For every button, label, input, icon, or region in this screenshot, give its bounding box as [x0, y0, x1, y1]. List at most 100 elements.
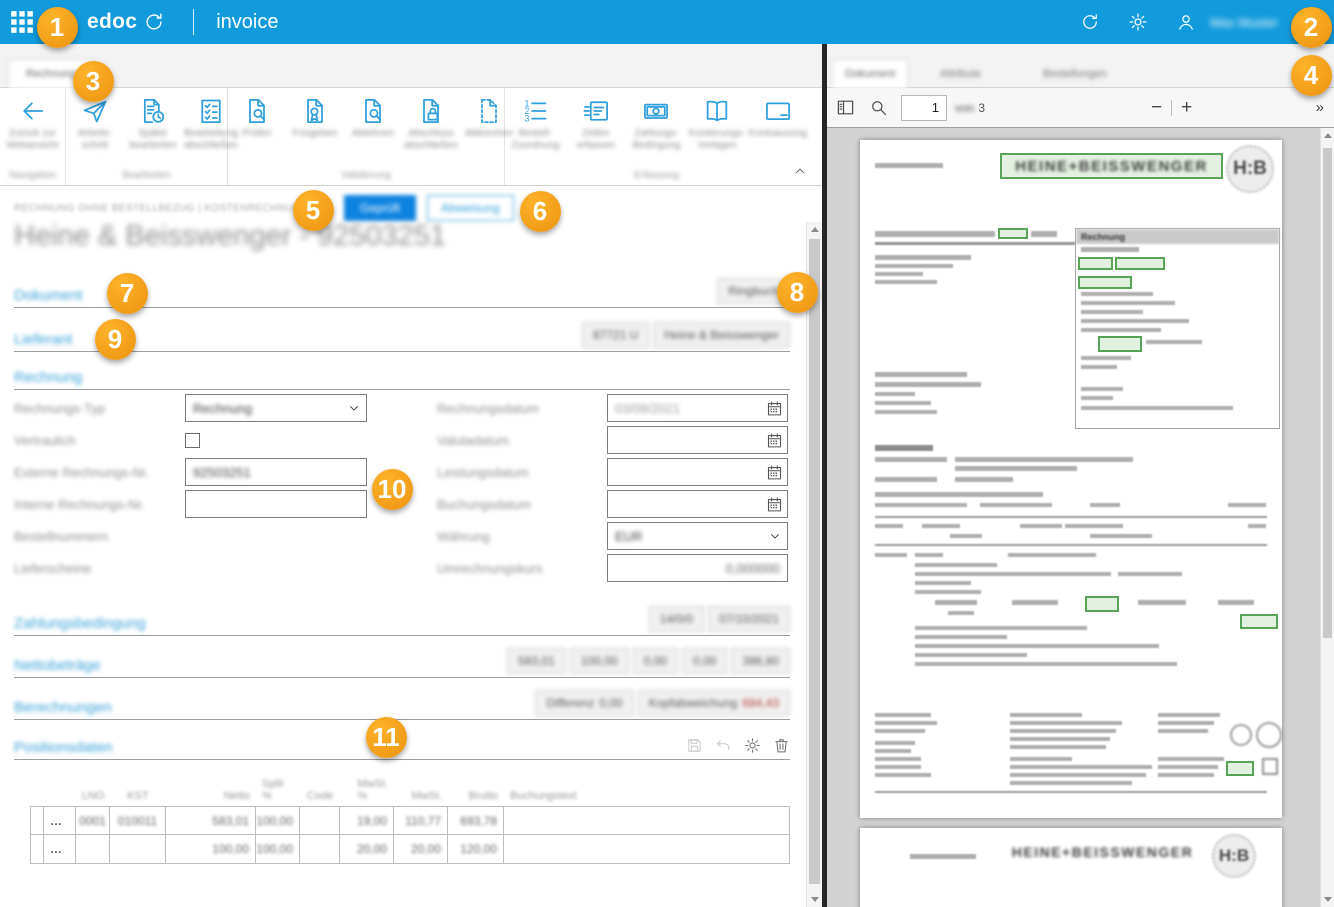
ribbon-button-num-list[interactable]: 1 2 3 Bestell- Zuordnung	[505, 97, 566, 170]
page-number-input[interactable]: 1	[901, 94, 947, 121]
viewer-tab-attribute[interactable]: Attribute	[940, 67, 981, 80]
section-positionsdaten-label[interactable]: Positionsdaten	[14, 739, 113, 756]
viewer-scrollbar[interactable]	[1320, 128, 1334, 907]
calendar-icon[interactable]	[766, 464, 783, 481]
table-cell[interactable]	[504, 806, 790, 835]
table-cell[interactable]: 20,00	[394, 835, 448, 864]
chip[interactable]: 100,00	[569, 648, 629, 674]
calendar-icon[interactable]	[766, 496, 783, 513]
ribbon-button-doc-ribbon[interactable]: Freigeben	[286, 97, 344, 170]
table-cell[interactable]: 20,00	[340, 835, 394, 864]
zoom-in-button[interactable]: +	[1181, 97, 1193, 118]
viewer-scrollbar-thumb[interactable]	[1323, 148, 1332, 638]
section-nettobetraege-label[interactable]: Nettobeträge	[14, 657, 101, 674]
table-header: Netto	[223, 790, 250, 802]
chip[interactable]: Heine & Beisswenger	[653, 322, 790, 348]
calendar-icon[interactable]	[766, 432, 783, 449]
ribbon-button-doc-search[interactable]: Prüfen	[228, 97, 286, 170]
table-cell[interactable]	[300, 806, 340, 835]
ribbon-group: 1 2 3 Bestell- Zuordnung Zeilen erfassen Zahl…	[505, 88, 808, 185]
find-in-document-icon[interactable]	[869, 98, 888, 117]
viewer-tab-bestellungen[interactable]: Bestellungen	[1043, 67, 1107, 80]
username[interactable]: Max Muster	[1210, 14, 1278, 30]
ribbon-button-doc-dashed[interactable]: Abbrechen	[460, 97, 518, 170]
chip[interactable]: 87721 U	[581, 322, 650, 348]
table-settings-gear-icon[interactable]	[744, 737, 761, 754]
table-cell[interactable]	[300, 835, 340, 864]
extracted-value-highlight	[998, 228, 1028, 239]
table-cell[interactable]	[110, 835, 166, 864]
scroll-down-arrow[interactable]	[1321, 892, 1334, 907]
ribbon-button-checklist[interactable]: Bearbeitung abschließen	[182, 97, 240, 170]
section-dokument-label[interactable]: Dokument	[14, 287, 83, 304]
section-zahlungsbedingung-label[interactable]: Zahlungsbedingung	[14, 615, 146, 632]
form-amount-field-5[interactable]: 0,000000	[607, 554, 788, 582]
chip[interactable]: Differenz 0,00	[535, 690, 634, 716]
app-launcher-grid-icon[interactable]	[9, 9, 35, 35]
user-icon[interactable]	[1176, 12, 1196, 32]
refresh-icon[interactable]	[1080, 12, 1100, 32]
chip[interactable]: 0,00	[681, 648, 728, 674]
calendar-icon[interactable]	[766, 400, 783, 417]
table-cell[interactable]: 19,00	[340, 806, 394, 835]
more-tools-chevrons-icon[interactable]: »	[1315, 99, 1324, 116]
left-scrollbar[interactable]	[806, 222, 822, 907]
table-cell[interactable]: 0001	[76, 806, 110, 835]
reject-button[interactable]: Abweisung	[427, 195, 514, 221]
form-select-field-0[interactable]: Rechnung	[185, 394, 367, 422]
table-cell[interactable]: 120,00	[448, 835, 504, 864]
scroll-up-arrow[interactable]	[807, 222, 822, 237]
chip[interactable]: 0,00	[632, 648, 678, 674]
form-date-field-2[interactable]	[607, 458, 788, 486]
section-berechnungen-label[interactable]: Berechnungen	[14, 699, 112, 716]
table-cell[interactable]	[76, 835, 110, 864]
undo-icon[interactable]	[715, 737, 732, 754]
doc-clock-icon	[139, 97, 167, 125]
chip[interactable]: 07/10/2021	[707, 606, 790, 632]
chip[interactable]: Kopfabweichung 684,43	[637, 690, 790, 716]
chip[interactable]: 583,01	[507, 648, 566, 674]
chip[interactable]: 14/0/0	[648, 606, 704, 632]
zoom-out-button[interactable]: −	[1151, 97, 1163, 118]
form-input-field-3[interactable]	[185, 490, 367, 518]
viewer-tab-dokument[interactable]: Dokument	[832, 59, 909, 88]
ribbon-button-doc-lock[interactable]: Abschluss abschließen	[402, 97, 460, 170]
ribbon-button-doc-clock[interactable]: Später bearbeiten	[124, 97, 182, 170]
pdf-viewer: HEINE+BEISSWENGER H:B Rechnung HEINE+BEI…	[827, 128, 1320, 907]
table-cell[interactable]	[504, 835, 790, 864]
form-date-field-0[interactable]: 03/09/2021	[607, 394, 788, 422]
ribbon-button-form-card[interactable]: Zeilen erfassen	[566, 97, 627, 170]
table-cell[interactable]: 583,01	[166, 806, 256, 835]
confidential-checkbox[interactable]	[185, 432, 200, 448]
table-cell[interactable]: 693,78	[448, 806, 504, 835]
scroll-down-arrow[interactable]	[807, 892, 822, 907]
collapse-ribbon-chevron-icon[interactable]	[792, 163, 808, 179]
approve-button[interactable]: Geprüft	[344, 195, 417, 221]
section-rechnung-label[interactable]: Rechnung	[14, 369, 83, 386]
form-input-field-2[interactable]: 92503251	[185, 458, 367, 486]
ribbon-button-send[interactable]: Arbeits- schritt senden	[66, 97, 124, 170]
sidebar-toggle-icon[interactable]	[836, 98, 855, 117]
ribbon-button-back[interactable]: Zurück zur Webansicht	[0, 97, 65, 170]
ribbon-button-doc-search[interactable]: Ablehnen	[344, 97, 402, 170]
table-cell[interactable]: 100,00	[256, 835, 300, 864]
form-select-field-4[interactable]: EUR	[607, 522, 788, 550]
form-date-field-3[interactable]	[607, 490, 788, 518]
left-scrollbar-thumb[interactable]	[809, 239, 820, 884]
ribbon-button-credit-card[interactable]: Kontoauszüge	[747, 97, 808, 170]
row-menu-button[interactable]: …	[44, 835, 76, 864]
section-lieferant-label[interactable]: Lieferant	[14, 331, 73, 348]
ribbon-button-banknote[interactable]: Zahlungs- Bedingung	[626, 97, 687, 170]
form-date-field-1[interactable]	[607, 426, 788, 454]
ribbon-button-book[interactable]: Kontierungs- Vorlagen	[687, 97, 748, 170]
table-cell[interactable]: 100,00	[256, 806, 300, 835]
row-menu-button[interactable]: …	[44, 806, 76, 835]
table-cell[interactable]: 100,00	[166, 835, 256, 864]
delete-trash-icon[interactable]	[773, 737, 790, 754]
table-cell[interactable]: 110,77	[394, 806, 448, 835]
scroll-up-arrow[interactable]	[1321, 128, 1334, 143]
save-icon[interactable]	[686, 737, 703, 754]
chip[interactable]: 386,80	[731, 648, 790, 674]
settings-gear-icon[interactable]	[1128, 12, 1148, 32]
table-cell[interactable]: 010011	[110, 806, 166, 835]
